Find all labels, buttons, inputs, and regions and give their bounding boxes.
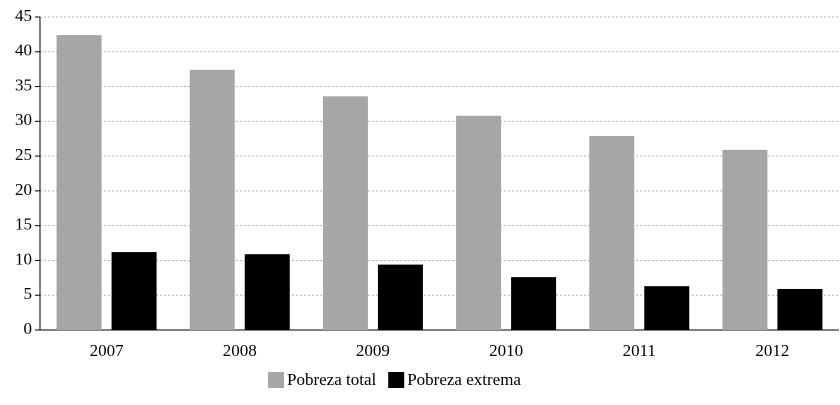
bar (189, 69, 235, 331)
y-tick-label: 45 (15, 6, 32, 25)
x-tick-label: 2007 (90, 341, 125, 360)
bar (111, 252, 157, 330)
bar (777, 288, 823, 330)
y-tick-label: 25 (15, 145, 32, 164)
y-tick-label: 35 (15, 75, 32, 94)
x-tick-label: 2008 (223, 341, 257, 360)
bar (511, 277, 557, 330)
y-tick-label: 0 (24, 319, 33, 338)
bar (322, 96, 368, 330)
legend-label: Pobreza total (287, 370, 376, 389)
y-tick-label: 40 (15, 41, 32, 60)
bar (589, 135, 635, 330)
y-tick-label: 30 (15, 110, 32, 129)
bar (244, 254, 290, 330)
y-tick-label: 20 (15, 180, 32, 199)
bar (56, 35, 102, 331)
bar (722, 149, 768, 330)
legend-swatch (268, 372, 284, 388)
x-tick-label: 2010 (489, 341, 523, 360)
legend-label: Pobreza extrema (407, 370, 521, 389)
bar (644, 286, 690, 330)
y-tick-label: 15 (15, 215, 32, 234)
x-tick-label: 2012 (755, 341, 789, 360)
x-tick-label: 2011 (623, 341, 656, 360)
x-tick-label: 2009 (356, 341, 390, 360)
y-tick-label: 5 (24, 284, 33, 303)
y-tick-label: 10 (15, 249, 32, 268)
bar (377, 264, 423, 330)
bar (456, 115, 502, 330)
legend-swatch (388, 372, 405, 388)
